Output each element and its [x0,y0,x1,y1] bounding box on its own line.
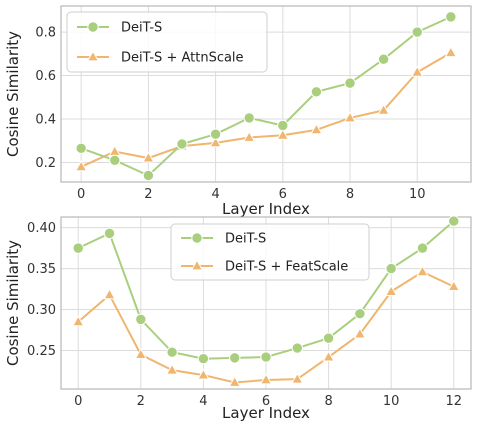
legend-label: DeiT-S [225,232,266,247]
y-tick-label: 0.30 [27,303,56,318]
x-tick-label: 8 [346,187,354,202]
data-point [377,103,390,115]
data-point [142,151,155,163]
data-point [165,363,179,375]
legend-label: DeiT-S + AttnScale [121,51,244,66]
x-tick-label: 6 [279,187,287,202]
data-point [276,128,289,140]
data-point [176,138,188,150]
data-point [385,262,397,275]
data-point [448,215,460,227]
data-point [277,119,289,132]
legend: DeiT-S DeiT-S + FeatScale [170,223,370,281]
legend-marker [191,232,203,244]
data-point [377,53,390,65]
y-tick-label: 0.25 [27,344,56,359]
legend-box [170,223,370,281]
y-tick-label: 0.4 [35,112,56,127]
data-point [416,242,429,254]
y-axis-label: Cosine Similarity [4,240,22,366]
data-point [260,351,272,363]
data-point [197,352,210,365]
x-tick-label: 4 [211,187,219,202]
series-deit-s [75,11,457,182]
x-tick-label: 2 [144,187,152,202]
data-point [447,279,460,292]
legend: DeiT-S DeiT-S + AttnScale [66,11,268,73]
data-point [243,130,256,142]
data-point [228,375,241,387]
data-point [134,347,147,360]
y-tick-label: 0.8 [35,26,56,41]
data-point [229,352,241,364]
chart-top: 0 2 4 6 8 10 0.2 0.4 0.6 0.8 Layer Index Cosine Sim… [4,5,472,218]
legend-marker [86,50,100,62]
data-point [103,288,116,300]
x-tick-label: 10 [409,187,426,202]
data-point [411,26,423,38]
x-tick-label: 8 [324,394,332,409]
data-point [343,111,357,123]
data-point [291,342,303,354]
data-point [72,315,85,327]
y-tick-label: 0.35 [27,262,56,277]
y-tick-label: 0.40 [27,221,56,236]
data-point [142,169,155,182]
legend-label: DeiT-S [121,21,162,36]
data-point [243,112,255,124]
data-point [354,307,366,320]
x-tick-label: 2 [137,394,145,409]
legend-label: DeiT-S + FeatScale [225,260,348,275]
data-point [259,373,273,385]
data-point [135,313,147,326]
data-point [353,327,367,339]
data-point [322,332,335,344]
legend-marker [87,21,99,33]
series-deit-s-scaled [72,265,460,387]
data-point [72,242,84,254]
data-point [322,350,335,362]
y-tick-label: 0.6 [35,69,56,84]
data-point [197,368,210,380]
data-point [103,227,116,240]
chart-bottom: 0 2 4 6 8 10 12 0.25 0.30 0.35 0.40 Layer Index Cosi… [4,215,472,422]
data-point [166,346,178,358]
legend-marker [190,259,204,271]
x-axis-label: Layer Index [222,200,310,218]
series-line [80,51,452,168]
y-axis-label: Cosine Similarity [4,31,22,157]
x-tick-label: 6 [262,394,270,409]
data-point [75,142,87,155]
x-tick-label: 0 [77,187,85,202]
plot-frame [60,216,472,390]
x-tick-label: 4 [199,394,207,409]
series-deit-s [72,215,460,365]
data-point [310,123,323,135]
y-tick-label: 0.2 [35,156,56,171]
data-point [310,86,323,98]
x-tick-label: 10 [383,394,400,409]
data-point [209,136,222,148]
data-point [445,11,457,23]
x-tick-label: 0 [74,394,82,409]
data-point [344,77,356,89]
series-line [80,15,452,177]
x-tick-label: 12 [446,394,463,409]
data-point [444,46,458,58]
legend-box [66,11,268,73]
data-point [74,160,88,172]
plot-frame [60,5,472,183]
data-point [209,128,222,140]
data-point [416,265,429,277]
data-point [411,65,424,77]
data-point [291,372,304,384]
x-axis-label: Layer Index [222,404,310,422]
data-point [385,284,398,296]
data-point [109,154,121,166]
